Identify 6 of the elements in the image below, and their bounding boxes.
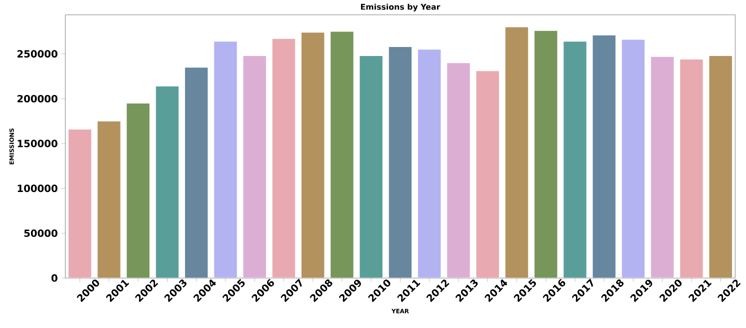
y-tick-label: 100000 (18, 184, 58, 192)
y-tick-label: 50000 (24, 230, 58, 238)
y-tick-label: 0 (51, 274, 58, 282)
y-tick-label: 250000 (17, 50, 58, 58)
y-tick-label: 200000 (17, 95, 58, 103)
y-tick-label: 150000 (18, 140, 58, 148)
